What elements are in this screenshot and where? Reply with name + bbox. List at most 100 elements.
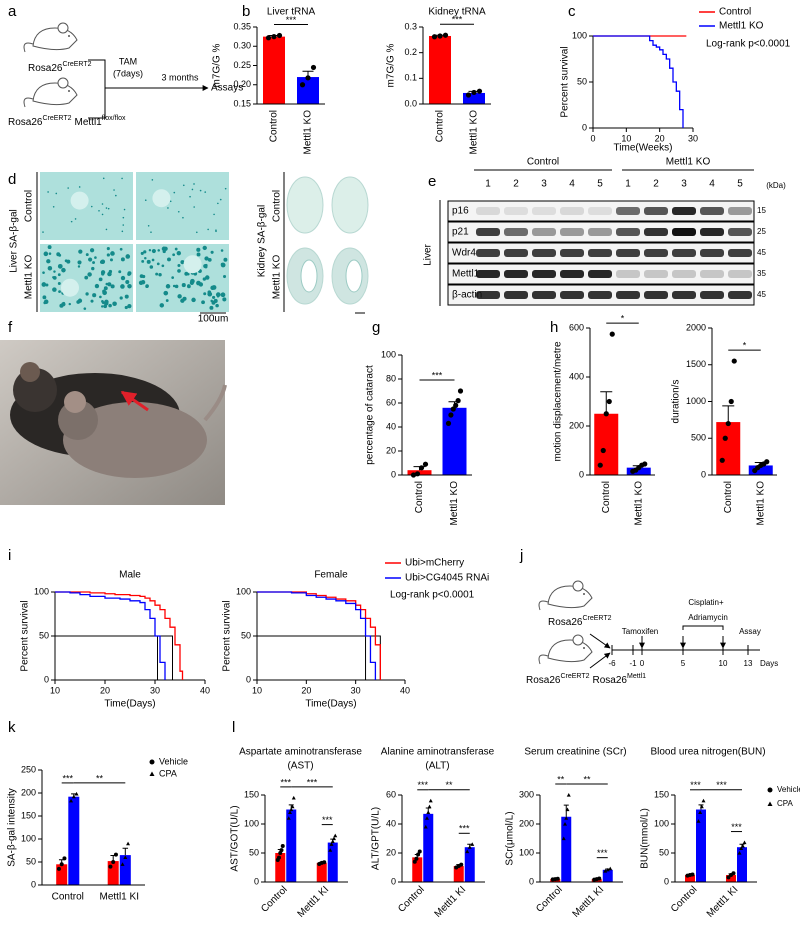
y-tick-label: 0 — [246, 674, 251, 684]
stain-dot — [209, 305, 214, 310]
data-point — [431, 34, 438, 40]
mouse-ear — [57, 22, 69, 34]
y-tick-label: 1500 — [686, 359, 706, 369]
x-tick-label: 20 — [655, 133, 665, 143]
data-point — [764, 459, 770, 465]
arrow — [589, 633, 611, 649]
panel-label: l — [232, 719, 235, 736]
data-point — [600, 447, 606, 454]
bar — [453, 866, 464, 882]
data-point — [62, 856, 67, 861]
stain-dot — [42, 271, 45, 274]
data-point — [59, 862, 64, 867]
band — [504, 270, 528, 278]
band — [588, 207, 612, 215]
stain-dot — [182, 296, 187, 301]
data-point — [605, 867, 610, 872]
data-point — [597, 462, 603, 468]
stain-dot — [196, 252, 201, 257]
stain-dot — [105, 282, 109, 286]
stain-dot — [122, 216, 125, 219]
legend-marker — [149, 771, 155, 776]
chart-title: Alanine aminotransferase — [381, 747, 495, 758]
stain-dot — [107, 282, 112, 287]
data-point — [111, 860, 116, 864]
data-point — [719, 457, 725, 463]
stain-dot — [215, 303, 219, 308]
bar — [423, 813, 434, 882]
stain-dot — [61, 267, 66, 273]
genotype-label: Rosa26CreERT2 — [548, 615, 612, 628]
stain-dot — [57, 282, 61, 285]
x-tick-label: Control — [435, 110, 446, 142]
stain-dot — [156, 262, 160, 266]
data-point — [332, 836, 336, 841]
stain-dot — [89, 248, 95, 253]
data-point — [470, 842, 475, 846]
stain-dot — [151, 258, 155, 262]
data-point — [279, 848, 284, 853]
y-tick-label: 1000 — [686, 396, 706, 406]
stain-dot — [161, 264, 165, 268]
x-tick-label: Mettl1 KI — [571, 884, 607, 920]
band — [728, 291, 752, 299]
significance-label: *** — [597, 848, 608, 858]
x-tick-label: Mettl1 KO — [469, 110, 480, 155]
timeline-label: 13 — [744, 659, 753, 668]
stain-dot — [47, 245, 52, 250]
y-tick-label: 20 — [386, 847, 396, 857]
chart-title: Female — [314, 570, 348, 581]
data-point — [471, 89, 477, 96]
stain-dot — [155, 272, 159, 276]
significance-label: * — [743, 340, 747, 350]
y-tick-label: 40 — [386, 818, 396, 828]
data-point — [289, 807, 294, 812]
band — [728, 270, 752, 278]
data-point — [696, 819, 701, 823]
stain-dot — [48, 252, 52, 256]
y-tick-label: 0.2 — [404, 47, 417, 57]
stain-dot — [94, 283, 100, 289]
data-point — [322, 860, 327, 865]
band — [616, 270, 640, 278]
stain-dot — [101, 301, 105, 305]
y-axis-label: duration/s — [671, 380, 682, 424]
step-label: Tamoxifen — [622, 627, 658, 636]
y-tick-label: 20 — [386, 445, 396, 455]
bar — [737, 847, 747, 882]
panel-label: e — [428, 173, 436, 190]
data-point — [609, 331, 615, 337]
y-tick-label: 300 — [519, 789, 534, 799]
y-tick-label: 100 — [34, 586, 49, 596]
stain-dot — [122, 224, 125, 226]
y-tick-label: 100 — [381, 349, 396, 359]
x-tick-label: 10 — [50, 685, 60, 695]
stain-dot — [106, 253, 110, 257]
band — [644, 291, 668, 299]
x-tick-label: Mettl1 KI — [705, 884, 741, 920]
vessel — [70, 191, 89, 210]
y-tick-label: 150 — [244, 789, 259, 799]
bar — [263, 36, 285, 104]
stain-dot — [207, 257, 212, 262]
photo-mouse-ear — [20, 362, 40, 382]
error-bar — [722, 405, 735, 423]
x-axis-label: Time(Days) — [305, 699, 356, 710]
stain-dot — [213, 213, 215, 216]
band — [616, 228, 640, 236]
data-point — [414, 856, 419, 861]
stain-dot — [147, 224, 150, 227]
x-tick-label: Mettl1 KI — [100, 892, 139, 903]
x-tick-label: 30 — [688, 133, 698, 143]
y-tick-label: 0.25 — [233, 60, 251, 70]
lane-label: 3 — [681, 179, 687, 190]
significance-label: *** — [432, 370, 443, 380]
significance-label: ** — [583, 774, 591, 784]
y-axis-label: AST/GOT(U/L) — [230, 805, 241, 871]
step-label: TAM — [119, 56, 137, 66]
band — [476, 249, 500, 257]
lane-label: 2 — [513, 179, 519, 190]
stain-dot — [189, 195, 191, 198]
band — [476, 270, 500, 278]
legend-label: Mettl1 KO — [719, 21, 764, 32]
